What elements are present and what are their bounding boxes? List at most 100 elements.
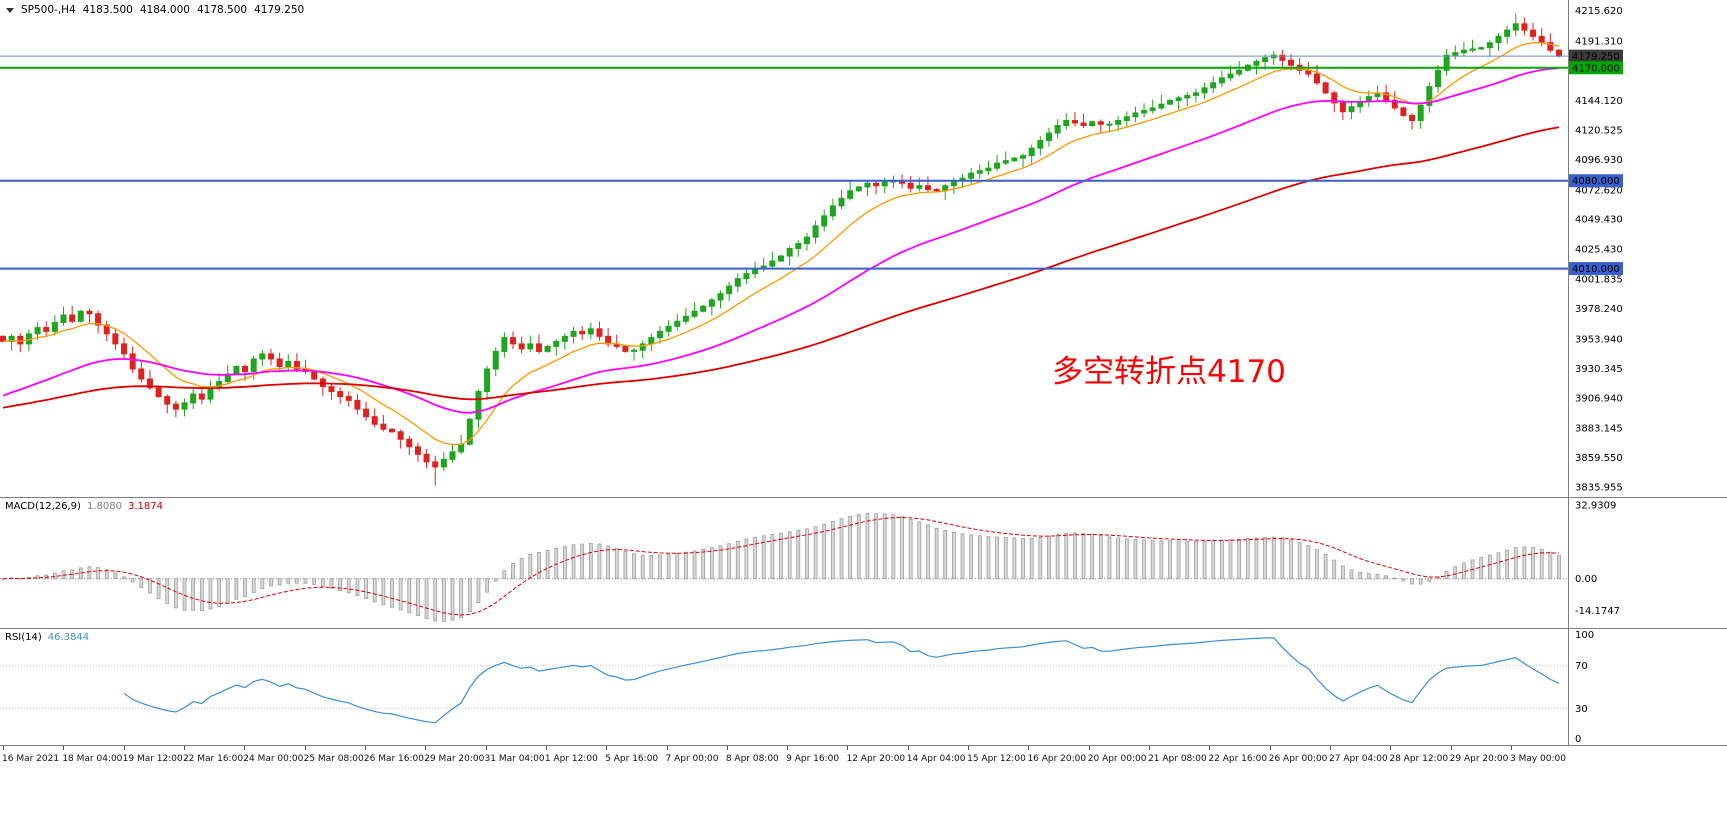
- macd-bar: [692, 550, 697, 580]
- symbol-dropdown-icon[interactable]: [6, 7, 14, 13]
- macd-bar: [1263, 537, 1267, 580]
- candle-body: [1426, 86, 1433, 106]
- candle-body: [743, 273, 750, 280]
- macd-bar: [165, 578, 170, 604]
- candles-group: [0, 13, 1562, 486]
- macd-canvas[interactable]: 32.9309 0.00 -14.1747: [0, 498, 1727, 628]
- candle-body: [1547, 42, 1554, 51]
- candle-body: [907, 182, 914, 189]
- macd-signal-value: 3.1874: [127, 501, 163, 512]
- macd-bar: [199, 578, 204, 612]
- candle-body: [155, 387, 162, 398]
- candle-body: [1054, 125, 1061, 134]
- macd-bar: [1176, 540, 1181, 580]
- ma-line-90[interactable]: [2, 126, 1560, 409]
- candle-body: [639, 343, 646, 351]
- macd-bar: [1159, 540, 1164, 580]
- candle-body: [1132, 112, 1139, 118]
- annotation-text[interactable]: 多空转折点4170: [1052, 354, 1286, 390]
- candle-body: [1020, 155, 1027, 159]
- macd-bar: [1366, 573, 1371, 580]
- macd-bar: [779, 532, 783, 580]
- candlestick-canvas[interactable]: 4215.620 4191.310 4144.120 4120.525 4096.930…: [0, 0, 1727, 497]
- time-label: 18 Mar 04:00: [62, 754, 123, 764]
- macd-bar: [1496, 552, 1501, 580]
- price-tag[interactable]: [1569, 174, 1623, 188]
- candle-body: [1521, 23, 1528, 31]
- candle-body: [726, 285, 733, 295]
- macd-bar: [467, 578, 472, 613]
- macd-bar: [1392, 577, 1397, 580]
- time-tick: [425, 746, 427, 750]
- candle-body: [86, 310, 93, 315]
- candle-body: [397, 431, 404, 440]
- candle-body: [389, 428, 395, 433]
- candle-body: [518, 343, 525, 350]
- candle-body: [1530, 29, 1537, 37]
- time-label: 29 Mar 20:00: [424, 754, 485, 764]
- macd-bar: [1073, 532, 1077, 580]
- candle-body: [1201, 87, 1208, 94]
- candle-body: [285, 360, 292, 367]
- macd-bar: [1029, 537, 1034, 580]
- time-label: 20 Apr 00:00: [1087, 754, 1147, 764]
- macd-bar: [735, 540, 740, 580]
- candle-body: [1262, 57, 1269, 62]
- candle-body: [242, 365, 249, 372]
- candle-body: [596, 328, 603, 337]
- macd-bar: [441, 578, 446, 622]
- macd-bar: [1133, 538, 1138, 580]
- time-tick: [1330, 746, 1332, 750]
- candle-body: [1538, 35, 1545, 44]
- time-label: 22 Apr 16:00: [1208, 754, 1268, 764]
- price-tag[interactable]: [1569, 49, 1623, 63]
- candle-body: [1210, 82, 1217, 89]
- macd-bar: [1124, 538, 1129, 580]
- candle-body: [691, 310, 698, 317]
- candle-body: [1322, 82, 1329, 94]
- macd-bar: [1453, 566, 1458, 580]
- macd-bar: [1228, 539, 1233, 580]
- macd-bar: [727, 543, 732, 580]
- time-tick: [847, 746, 849, 750]
- rsi-canvas[interactable]: 100 70 30 0: [0, 629, 1727, 745]
- macd-bar: [943, 530, 948, 580]
- ma-line-10[interactable]: [2, 42, 1560, 446]
- price-axis-label: 4096.930: [1575, 155, 1623, 166]
- macd-bar: [744, 538, 749, 580]
- price-tag[interactable]: [1569, 262, 1623, 276]
- macd-bar: [1185, 540, 1190, 580]
- candle-body: [475, 391, 482, 420]
- macd-bar: [1323, 554, 1328, 580]
- macd-bar: [346, 578, 351, 594]
- price-tag[interactable]: [1569, 61, 1623, 75]
- macd-bar: [805, 528, 809, 580]
- candle-body: [1417, 104, 1424, 121]
- candle-body: [1011, 157, 1018, 162]
- macd-bar: [1358, 571, 1363, 580]
- candle-body: [276, 358, 283, 367]
- macd-bar: [1444, 571, 1449, 580]
- time-tick: [666, 746, 668, 750]
- price-axis-label: 3835.955: [1575, 483, 1623, 494]
- macd-bar: [1427, 578, 1432, 582]
- candle-body: [829, 205, 836, 217]
- ma-line-34[interactable]: [2, 67, 1560, 414]
- candle-body: [976, 170, 983, 174]
- candle-body: [1279, 54, 1286, 61]
- macd-bar: [1107, 536, 1112, 580]
- price-axis-label: 4120.525: [1575, 125, 1623, 136]
- macd-bar: [502, 570, 507, 580]
- macd-panel: MACD(12,26,9) 1.8080 3.1874 32.9309 0.00 -…: [0, 498, 1727, 629]
- rsi-axis-label: 30: [1575, 704, 1588, 715]
- macd-bar: [303, 578, 308, 584]
- time-axis[interactable]: 16 Mar 2021 18 Mar 04:00 19 Mar 12:00 22 Ma…: [0, 746, 1727, 826]
- macd-bar: [580, 543, 585, 580]
- candle-body: [544, 345, 551, 352]
- macd-bar: [96, 567, 100, 580]
- price-axis-label: 4072.620: [1575, 185, 1623, 196]
- price-axis-label: 4049.430: [1575, 215, 1623, 226]
- macd-bar: [519, 558, 524, 580]
- macd-bar: [1150, 539, 1155, 580]
- rsi-panel: RSI(14) 46.3844 100 70 30 0: [0, 629, 1727, 746]
